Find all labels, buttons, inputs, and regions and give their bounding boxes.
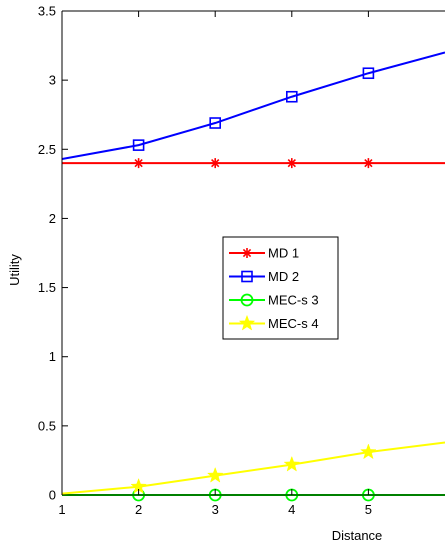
axes-layer: 1 2 3 4 5 0 0.5 1 1.5 2 2.5 3 3.5 bbox=[38, 4, 445, 517]
legend-marker-2 bbox=[241, 270, 253, 283]
legend-label-2: MD 2 bbox=[268, 269, 299, 284]
data-point-4-5 bbox=[360, 443, 377, 460]
y-tick-label-5: 2.5 bbox=[38, 142, 56, 157]
legend-item-1: MD 1 bbox=[229, 246, 299, 261]
x-tick-label-1: 1 bbox=[58, 502, 65, 517]
data-point-2-2 bbox=[132, 139, 145, 151]
y-tick-label-2: 1 bbox=[49, 349, 56, 364]
y-tick-label-0: 0 bbox=[49, 488, 56, 503]
legend-item-3: MEC-s 3 bbox=[229, 293, 319, 308]
y-tick-label-7: 3.5 bbox=[38, 4, 56, 19]
legend-label-3: MEC-s 3 bbox=[268, 293, 319, 308]
y-axis-label: Utility bbox=[7, 254, 22, 286]
x-tick-label-3: 3 bbox=[212, 502, 219, 517]
legend-label-1: MD 1 bbox=[268, 246, 299, 261]
y-tick-label-3: 1.5 bbox=[38, 280, 56, 295]
legend: MD 1 MD 2 MEC-s 3 MEC-s 4 bbox=[222, 236, 339, 340]
data-point-2-5 bbox=[362, 67, 375, 80]
x-tick-label-4: 4 bbox=[288, 502, 295, 517]
series-line-2 bbox=[62, 51, 445, 160]
data-point-1-5 bbox=[363, 158, 374, 169]
data-point-4-3 bbox=[206, 466, 224, 483]
x-tick-label-2: 2 bbox=[135, 502, 142, 517]
data-point-1-3 bbox=[210, 158, 221, 169]
data-point-2-4 bbox=[285, 90, 298, 103]
x-tick-label-5: 5 bbox=[365, 502, 372, 517]
legend-marker-3 bbox=[240, 293, 254, 307]
data-point-1-2 bbox=[133, 158, 144, 169]
data-point-2-3 bbox=[209, 117, 221, 129]
y-tick-label-6: 3 bbox=[49, 73, 56, 88]
data-point-1-4 bbox=[286, 158, 297, 169]
legend-marker-4 bbox=[238, 314, 256, 331]
series-2 bbox=[62, 51, 445, 160]
legend-marker-1 bbox=[242, 248, 252, 258]
data-point-4-4 bbox=[283, 455, 301, 472]
y-tick-label-4: 2 bbox=[49, 211, 56, 226]
x-axis-label: Distance bbox=[332, 528, 383, 543]
series-1 bbox=[62, 158, 445, 169]
legend-item-4: MEC-s 4 bbox=[229, 314, 319, 331]
legend-item-2: MD 2 bbox=[229, 269, 299, 284]
series-line-4 bbox=[62, 441, 445, 495]
legend-label-4: MEC-s 4 bbox=[268, 316, 319, 331]
y-tick-label-1: 0.5 bbox=[38, 418, 56, 433]
series-4 bbox=[62, 441, 445, 495]
